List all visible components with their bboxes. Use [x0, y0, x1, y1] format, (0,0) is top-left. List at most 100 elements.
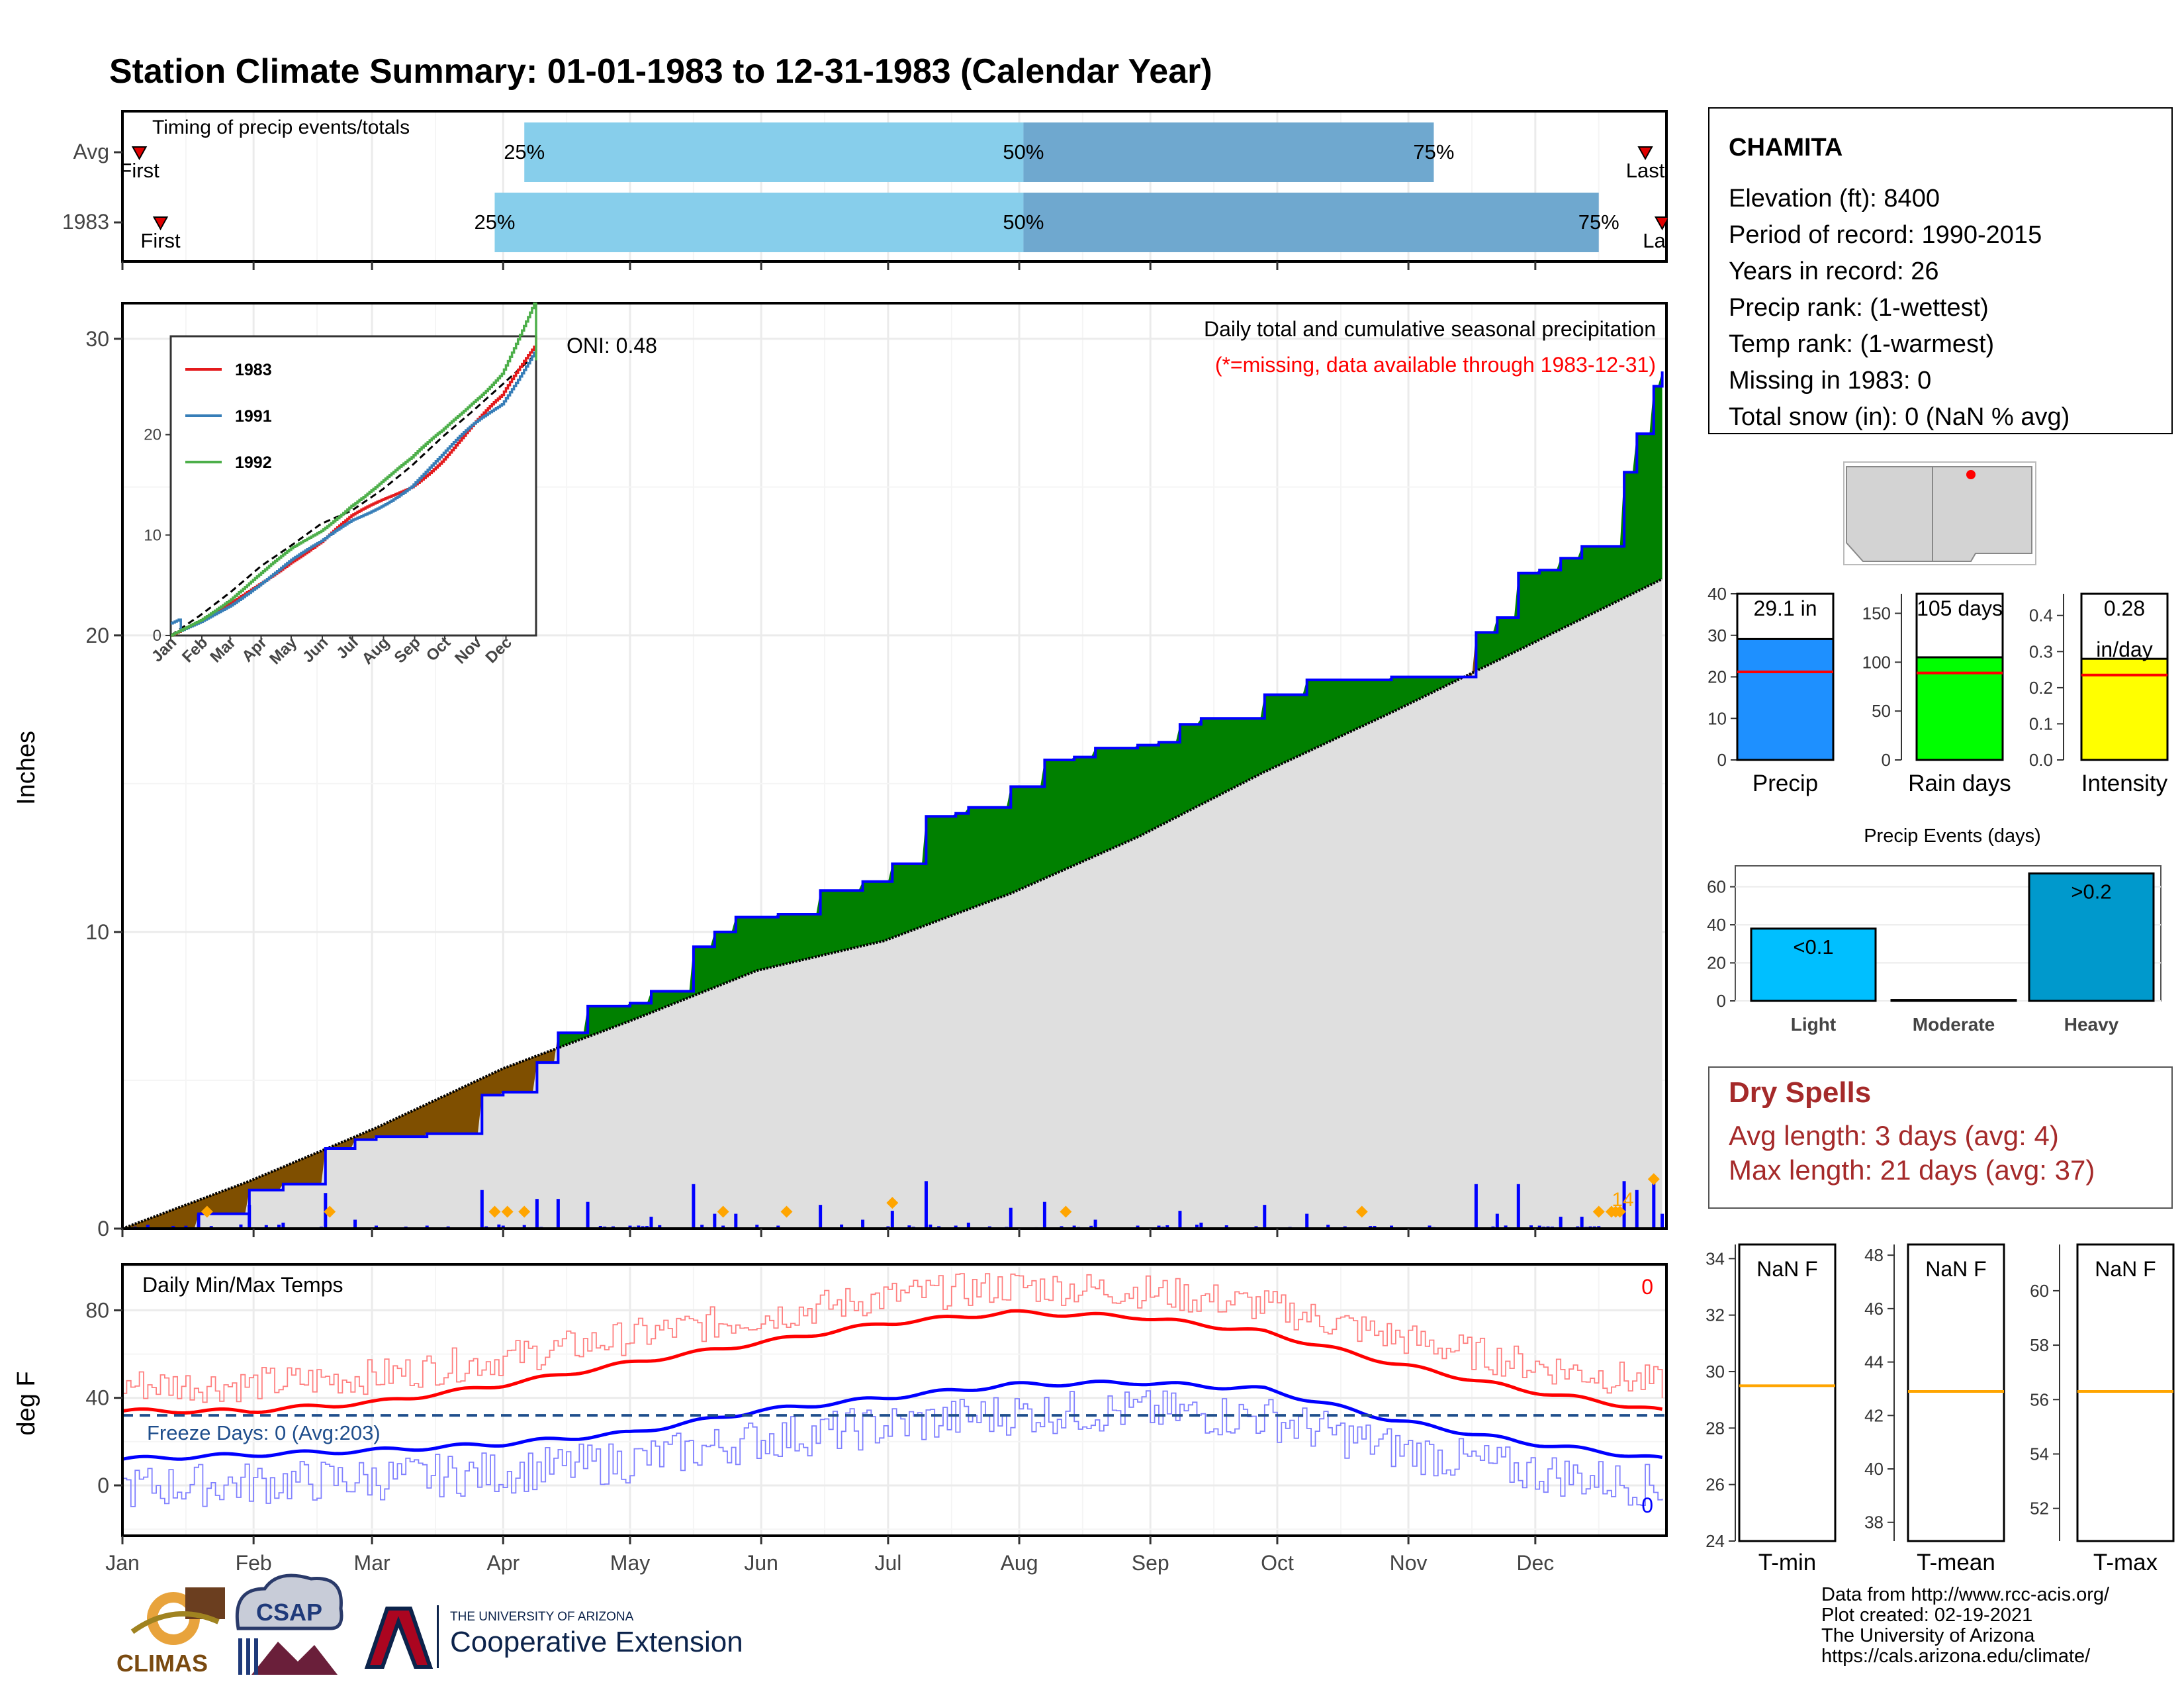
tmin-count: 0: [1641, 1493, 1653, 1517]
tempbox-y-tick-label: 26: [1706, 1475, 1725, 1495]
daily-precip-bar: [425, 1225, 429, 1229]
tmax-count: 0: [1641, 1275, 1653, 1299]
avg-cumulative-area: [122, 579, 1662, 1229]
events-title: Precip Events (days): [1864, 825, 2041, 847]
temps-frame: [121, 1263, 1668, 1537]
tempbox-y-tick-label: 42: [1864, 1405, 1884, 1425]
daily-precip-bar: [861, 1219, 865, 1229]
freeze-days-label: Freeze Days: 0 (Avg:203): [147, 1421, 381, 1444]
main-frame: [121, 302, 1668, 1230]
above-average-area: [1476, 371, 1662, 671]
temps-y-label: deg F: [13, 1371, 40, 1435]
daily-precip-bar: [598, 1225, 602, 1229]
inset-month-label: Jun: [299, 633, 332, 666]
daily-precip-bar: [819, 1205, 823, 1229]
tempbox-frame: [1907, 1243, 2005, 1542]
info-line: Years in record: 26: [1729, 258, 1939, 285]
daily-precip-bar: [1326, 1225, 1330, 1229]
timing-last-marker-0: [1637, 146, 1653, 161]
daily-precip-bar: [480, 1190, 484, 1229]
credit-line: https://cals.arizona.edu/climate/: [1821, 1646, 2091, 1667]
credit-line: Data from http://www.rcc-acis.org/: [1821, 1584, 2110, 1605]
daily-precip-bar: [239, 1224, 243, 1229]
info-line: Period of record: 1990-2015: [1729, 221, 2042, 249]
temps-panel: Daily Min/Max Temps deg F Freeze Days: 0…: [13, 1263, 1668, 1575]
daily-precip-bar: [692, 1184, 696, 1229]
minibar-label: Rain days: [1908, 771, 2011, 796]
timing-p50-label-1: 50%: [1003, 211, 1044, 234]
dry-title: Dry Spells: [1729, 1076, 1871, 1109]
event-marker: [501, 1205, 514, 1218]
inset-month-label: Sep: [391, 633, 424, 667]
minibar-y-tick-label: 0.0: [2029, 750, 2053, 770]
daily-tmax-line: [122, 1273, 1663, 1403]
daily-precip-bar: [1504, 1225, 1508, 1229]
event-marker: [886, 1197, 899, 1209]
timing-bar-lower-1: [494, 193, 1024, 252]
csap-logo: CSAP: [235, 1573, 343, 1675]
inset-series-1992: [171, 302, 537, 637]
daily-precip-bar: [171, 1225, 175, 1229]
daily-precip-bar: [628, 1225, 632, 1229]
inset-y-tick-label: 10: [144, 526, 161, 544]
tempbox-y-tick-label: 32: [1706, 1305, 1725, 1325]
daily-precip-bar: [1652, 1181, 1656, 1229]
temps-title: Daily Min/Max Temps: [142, 1273, 343, 1297]
tempbox-label: T-max: [2093, 1550, 2158, 1575]
daily-precip-bar: [146, 1225, 150, 1229]
daily-precip-bar: [890, 1211, 894, 1229]
daily-precip-bar: [277, 1225, 281, 1229]
daily-precip-bar: [734, 1213, 738, 1229]
events-x-label: Heavy: [2064, 1014, 2119, 1035]
timing-p75-label-1: 75%: [1578, 211, 1619, 234]
daily-precip-bar: [840, 1224, 844, 1229]
daily-precip-bar: [1474, 1184, 1478, 1229]
cumulative-1983-line: [122, 371, 1664, 1230]
daily-precip-bar: [1178, 1211, 1182, 1229]
daily-precip-bar: [1495, 1213, 1499, 1229]
daily-precip-bar: [197, 1213, 201, 1229]
daily-precip-bar: [658, 1225, 662, 1229]
missing-note: (*=missing, data available through 1983-…: [1215, 353, 1656, 377]
daily-precip-bar: [1263, 1205, 1267, 1229]
daily-precip-bar: [1428, 1225, 1432, 1229]
daily-precip-bar: [501, 1225, 505, 1229]
daily-precip-bar: [1224, 1225, 1228, 1229]
events-x-label: Moderate: [1913, 1014, 1995, 1035]
timing-first-label-0: First: [119, 159, 159, 182]
info-line: Precip rank: (1-wettest): [1729, 294, 1989, 322]
tempbox-y-tick-label: 58: [2030, 1335, 2049, 1355]
timing-bar-upper-1: [1023, 193, 1599, 252]
coop-extension-text: Cooperative Extension: [450, 1626, 743, 1658]
credit-line: The University of Arizona: [1821, 1625, 2035, 1646]
daily-precip-bar: [522, 1225, 526, 1229]
timing-p75-label-0: 75%: [1413, 140, 1454, 164]
inset-avg-line: [170, 353, 537, 637]
daily-precip-bar: [1390, 1225, 1394, 1229]
daily-tmin-line: [122, 1390, 1663, 1507]
daily-precip-bar: [929, 1224, 933, 1229]
tempbox-y-tick-label: 30: [1706, 1362, 1725, 1382]
location-map: [1843, 461, 2036, 565]
minibar-y-tick-label: 0.1: [2029, 714, 2053, 733]
events-bar-text: >0.2: [2071, 880, 2111, 903]
tempbox-y-tick-label: 40: [1864, 1459, 1884, 1479]
event-marker: [780, 1205, 793, 1218]
info-line: Total snow (in): 0 (NaN % avg): [1729, 403, 2070, 431]
timing-frame: [121, 110, 1668, 263]
daily-precip-bar: [264, 1225, 268, 1229]
tempbox-value: NaN F: [1756, 1257, 1817, 1281]
credits-block: Data from http://www.rcc-acis.org/Plot c…: [1821, 1584, 2110, 1667]
daily-precip-bar: [1195, 1225, 1199, 1229]
timing-clip-mask: [1668, 106, 1707, 268]
inset-y-tick-label: 0: [153, 627, 161, 645]
minibar-y-tick-label: 40: [1707, 584, 1727, 604]
month-label: Jun: [744, 1551, 778, 1575]
month-label: Sep: [1132, 1551, 1169, 1575]
month-label: Feb: [236, 1551, 272, 1575]
info-line: Temp rank: (1-warmest): [1729, 330, 1994, 358]
climas-logo-text: CLIMAS: [116, 1650, 208, 1677]
events-bar-Moderate: [1890, 999, 2017, 1002]
daily-precip-bar: [1165, 1225, 1169, 1229]
